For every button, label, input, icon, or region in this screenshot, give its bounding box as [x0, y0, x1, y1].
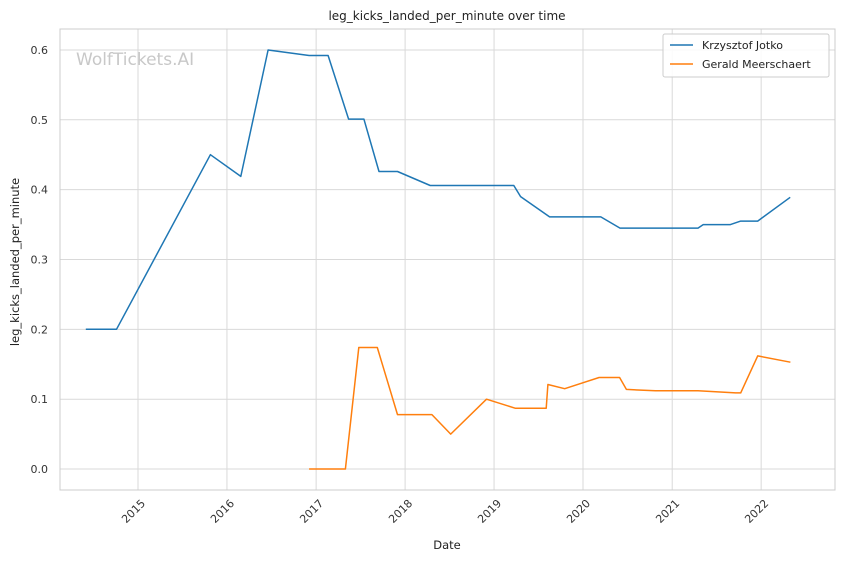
- series-line-meerschaert: [309, 346, 791, 470]
- y-tick-label: 0.1: [31, 393, 49, 406]
- y-axis-label: leg_kicks_landed_per_minute: [8, 178, 22, 346]
- y-tick-label: 0.5: [31, 114, 49, 127]
- y-axis-ticks: 0.0 0.1 0.2 0.3 0.4 0.5 0.6: [31, 44, 49, 476]
- chart-title: leg_kicks_landed_per_minute over time: [328, 9, 565, 23]
- legend: Krzysztof Jotko Gerald Meerschaert: [662, 33, 830, 78]
- y-tick-label: 0.6: [31, 44, 49, 57]
- y-tick-label: 0.3: [31, 254, 49, 267]
- series-line-jotko: [85, 49, 791, 331]
- legend-box: [662, 33, 830, 78]
- x-axis-label: Date: [433, 538, 461, 552]
- legend-label-meerschaert: Gerald Meerschaert: [702, 58, 811, 71]
- series-lines: [85, 49, 791, 470]
- plot-frame: [59, 28, 836, 491]
- y-tick-label: 0.2: [31, 323, 49, 336]
- legend-label-jotko: Krzysztof Jotko: [702, 39, 783, 52]
- grid: [60, 29, 835, 490]
- y-tick-label: 0.0: [31, 463, 49, 476]
- y-tick-label: 0.4: [31, 184, 49, 197]
- watermark: WolfTickets.AI: [76, 50, 194, 70]
